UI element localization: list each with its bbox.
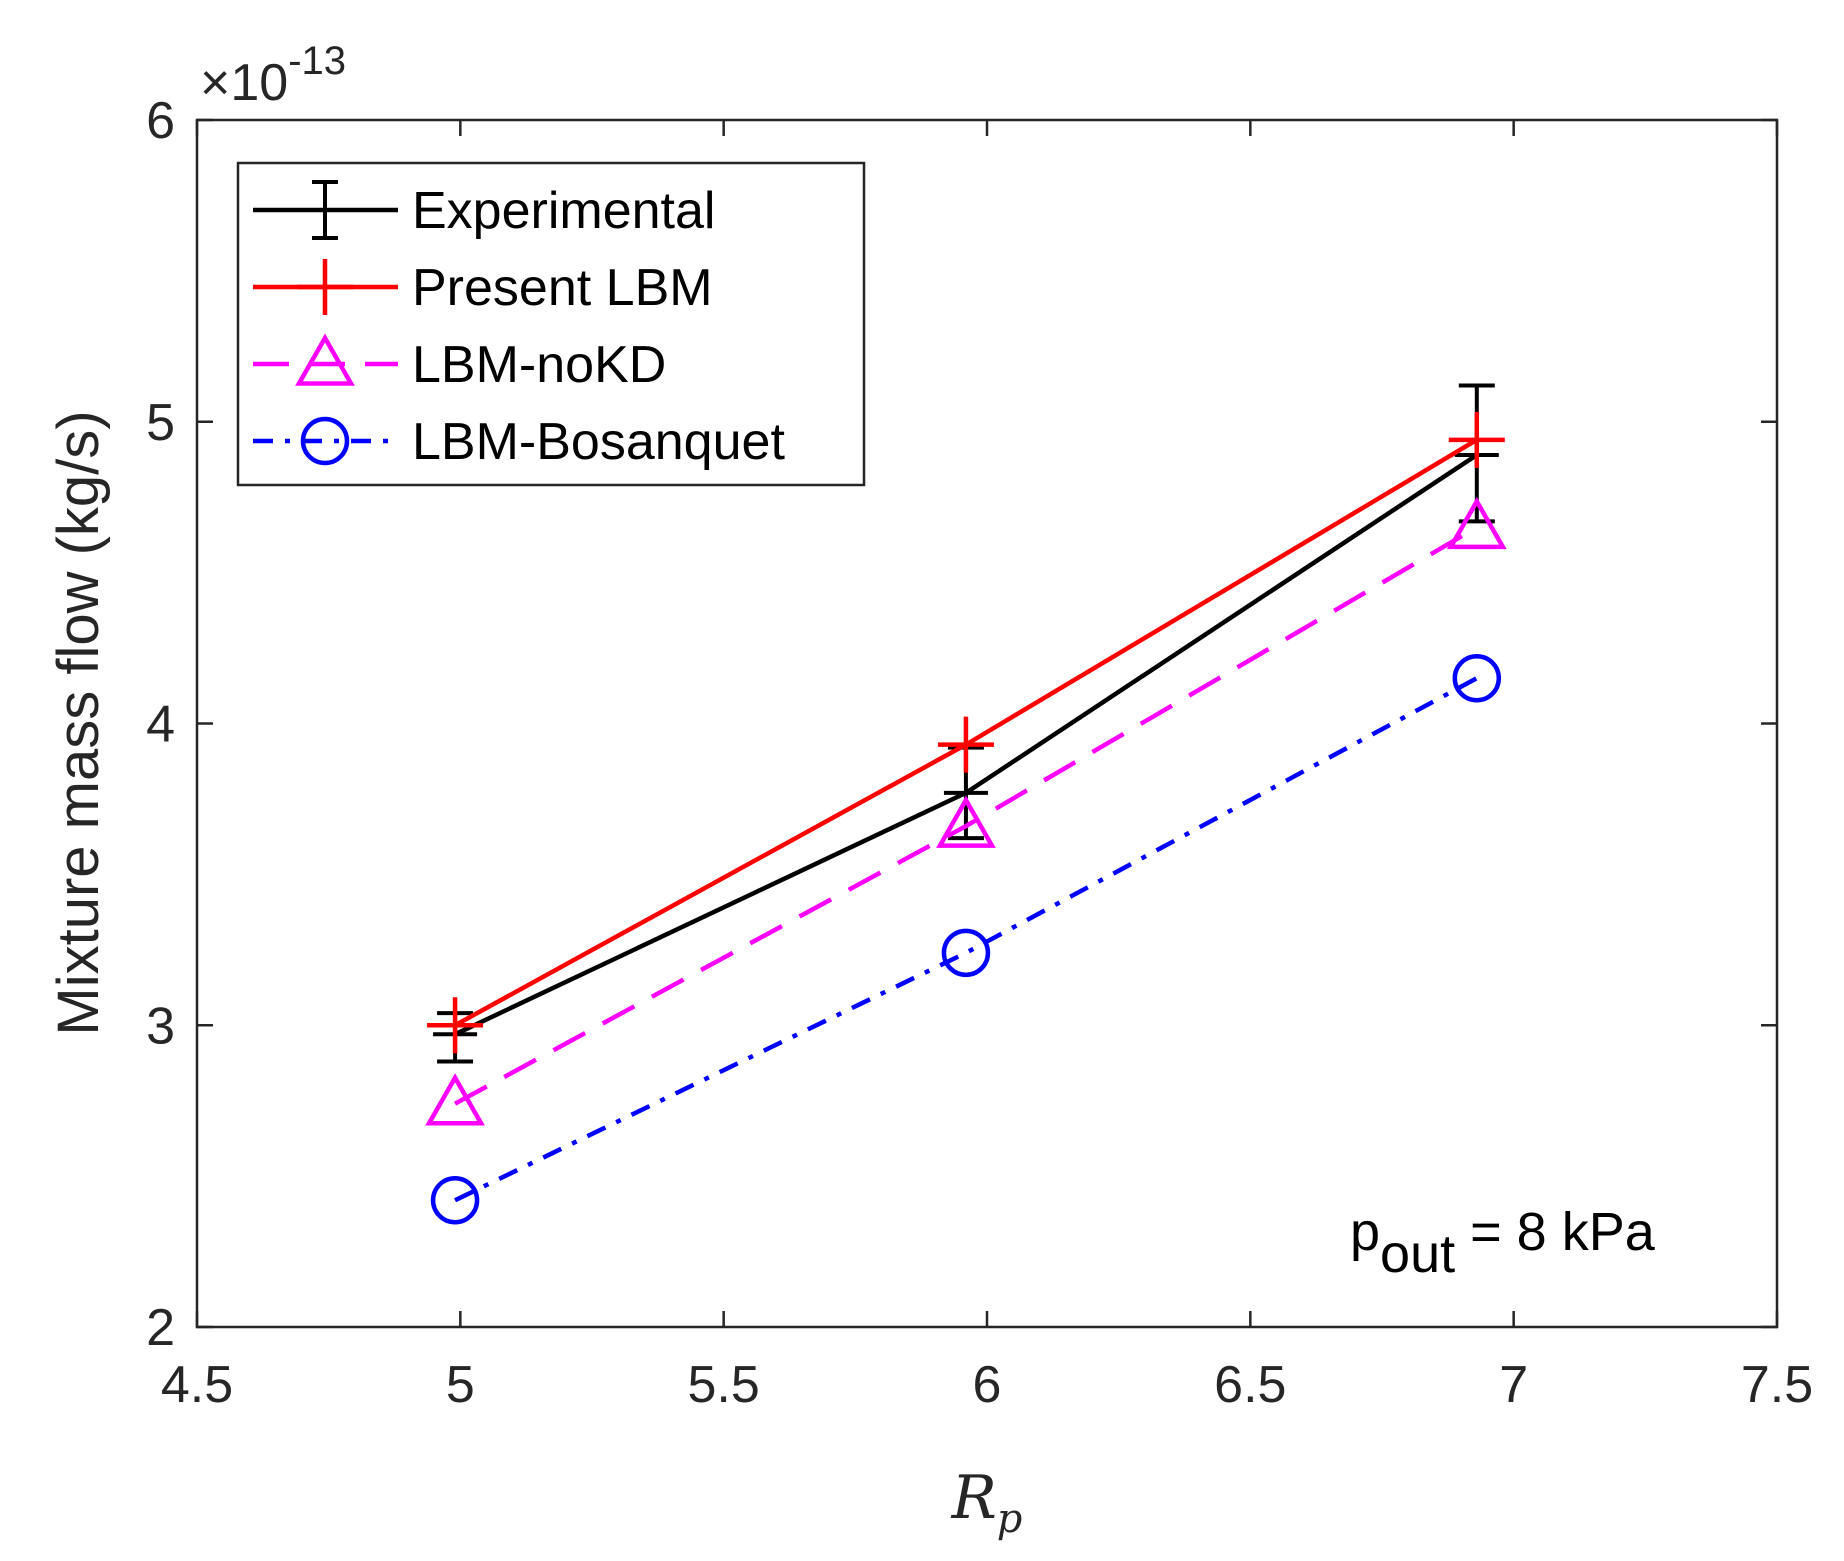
legend-entry: LBM-Bosanquet bbox=[253, 413, 785, 471]
legend-marker bbox=[300, 416, 350, 466]
data-point bbox=[425, 1073, 485, 1126]
x-tick-label: 5 bbox=[446, 1356, 475, 1414]
x-tick-label: 6.5 bbox=[1214, 1356, 1286, 1414]
data-point bbox=[941, 928, 991, 978]
legend-marker bbox=[295, 333, 355, 386]
series-line bbox=[453, 525, 1478, 1106]
y-exponent-prefix: ×10 bbox=[200, 54, 288, 112]
tick-layer: 4.5 5 5.5 6 6.5 7 7.5 2 3 4 5 6 bbox=[146, 92, 1813, 1414]
x-tick-label: 7.5 bbox=[1741, 1356, 1813, 1414]
legend-entry: Present LBM bbox=[253, 259, 713, 317]
series-lbm-nokd bbox=[425, 496, 1507, 1126]
legend-entry: Experimental bbox=[253, 180, 715, 240]
annotation-base: p bbox=[1350, 1202, 1380, 1262]
x-axis-label: Rp bbox=[951, 1463, 1023, 1542]
x-tick-label: 5.5 bbox=[688, 1356, 760, 1414]
pressure-annotation: pout = 8 kPa bbox=[1350, 1202, 1656, 1284]
y-tick-label: 4 bbox=[146, 696, 175, 754]
x-axis-label-base: R bbox=[951, 1463, 997, 1533]
x-axis-label-subscript: p bbox=[997, 1496, 1023, 1542]
y-tick-label: 3 bbox=[146, 997, 175, 1055]
annotation-subscript: out bbox=[1380, 1224, 1455, 1284]
legend-label: LBM-Bosanquet bbox=[412, 413, 785, 471]
data-point bbox=[427, 997, 484, 1054]
y-tick-label: 5 bbox=[146, 394, 175, 452]
y-tick-label: 2 bbox=[146, 1299, 175, 1357]
legend-marker bbox=[297, 259, 353, 315]
data-point bbox=[936, 795, 996, 848]
legend-entry: LBM-noKD bbox=[253, 333, 666, 394]
y-tick-label: 6 bbox=[146, 92, 175, 150]
y-exponent-power: -13 bbox=[288, 39, 346, 83]
series-lbm-bosanquet bbox=[430, 653, 1502, 1225]
series-layer bbox=[425, 383, 1507, 1225]
data-point bbox=[1448, 411, 1505, 468]
legend-label: LBM-noKD bbox=[412, 336, 666, 394]
data-point bbox=[937, 716, 994, 773]
legend-label: Experimental bbox=[412, 182, 715, 240]
legend-label: Present LBM bbox=[412, 259, 713, 317]
annotation-rest: = 8 kPa bbox=[1455, 1202, 1656, 1262]
data-point bbox=[430, 1176, 480, 1225]
data-point bbox=[1452, 653, 1502, 703]
data-point bbox=[1446, 496, 1507, 550]
x-tick-label: 6 bbox=[973, 1356, 1002, 1414]
y-exponent-label: ×10-13 bbox=[200, 39, 346, 112]
series-present-lbm bbox=[427, 411, 1505, 1054]
y-axis-label: Mixture mass flow (kg/s) bbox=[46, 410, 111, 1035]
x-tick-label: 7 bbox=[1499, 1356, 1528, 1414]
x-tick-label: 4.5 bbox=[161, 1356, 233, 1414]
legend-entries: Experimental Present LBM LBM-noKD LBM-Bosan… bbox=[253, 180, 785, 471]
legend: Experimental Present LBM LBM-noKD LBM-Bosan… bbox=[236, 161, 866, 487]
